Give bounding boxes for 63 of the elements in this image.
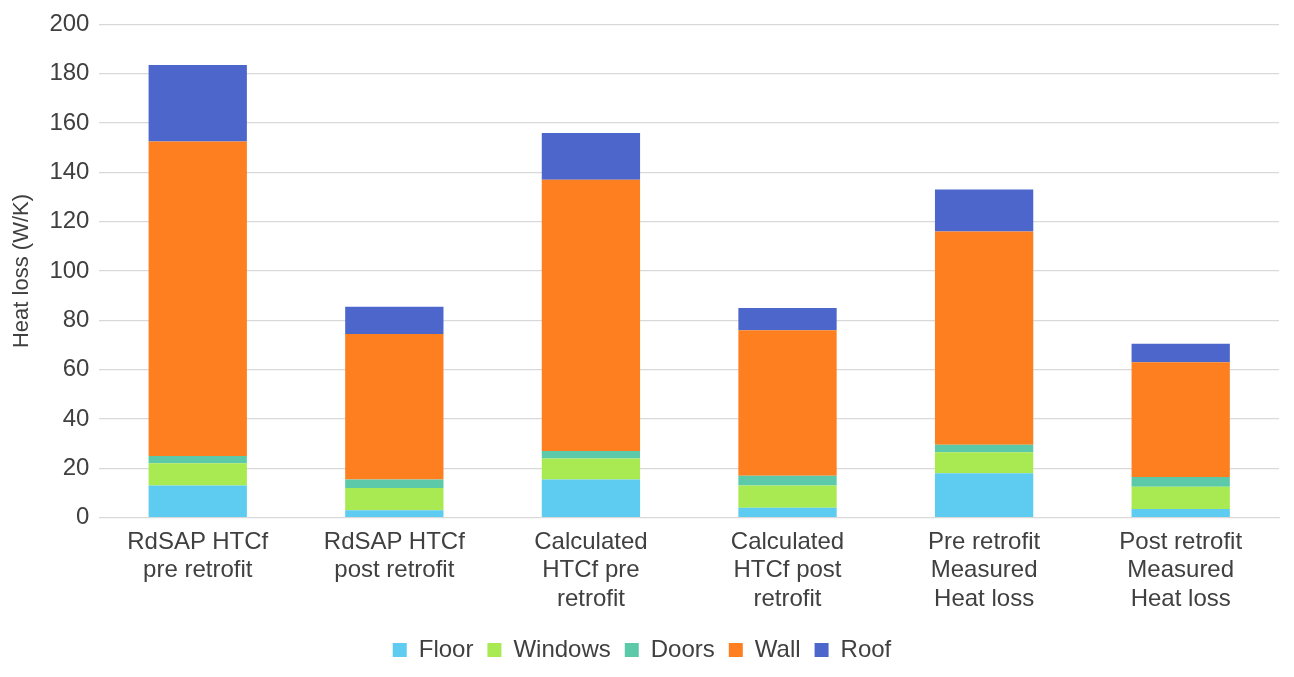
bar <box>738 507 837 517</box>
bar <box>345 479 444 489</box>
bar <box>148 455 247 464</box>
y-tick-label: 200 <box>49 9 90 37</box>
y-tick-label: 60 <box>62 354 90 382</box>
category-label: Pre retrofit <box>928 526 1041 554</box>
y-tick-label: 0 <box>76 502 90 530</box>
y-tick-label: 160 <box>49 107 90 135</box>
category-label: HTCf post <box>733 555 842 583</box>
category-label: retrofit <box>556 584 625 612</box>
bar <box>541 479 641 517</box>
bar <box>934 444 1034 453</box>
category-label: Post retrofit <box>1119 526 1243 554</box>
bar <box>541 132 641 180</box>
bar <box>934 231 1034 445</box>
category-label: HTCf pre <box>542 555 640 583</box>
bar <box>148 485 247 517</box>
category-label: retrofit <box>753 584 822 612</box>
bar <box>148 141 247 456</box>
category-label: RdSAP HTCf <box>127 526 269 554</box>
bar <box>1131 343 1230 363</box>
bar <box>1131 362 1230 477</box>
bar <box>738 485 837 508</box>
bar <box>345 510 444 517</box>
category-label: Measured <box>930 555 1038 583</box>
category-label: post retrofit <box>334 555 455 583</box>
bar <box>541 451 641 459</box>
y-tick-label: 140 <box>49 156 90 184</box>
bar <box>1131 486 1230 509</box>
bar <box>345 306 444 334</box>
y-tick-label: 100 <box>49 255 90 283</box>
bar <box>541 458 641 480</box>
y-tick-label: 120 <box>49 206 90 234</box>
bar <box>1131 508 1230 517</box>
bar <box>1131 476 1230 487</box>
bar <box>148 65 247 142</box>
bar <box>934 452 1034 474</box>
y-tick-label: 20 <box>62 452 90 480</box>
bar <box>345 488 444 511</box>
category-label: Heat loss <box>934 584 1035 612</box>
bar <box>345 333 444 480</box>
legend-label: Wall <box>754 634 801 662</box>
category-label: Measured <box>1127 555 1235 583</box>
legend-label: Doors <box>650 634 715 662</box>
legend-label: Roof <box>840 634 892 662</box>
y-tick-label: 180 <box>49 58 90 86</box>
y-axis-title: Heat loss (W/K) <box>8 193 34 349</box>
category-label: RdSAP HTCf <box>323 526 465 554</box>
bar <box>738 475 837 486</box>
y-tick-label: 80 <box>62 304 90 332</box>
legend-label: Windows <box>513 634 611 662</box>
bar <box>738 330 837 476</box>
y-tick-label: 40 <box>62 403 90 431</box>
bar <box>738 307 837 331</box>
bar <box>934 189 1034 232</box>
category-label: Calculated <box>730 526 845 554</box>
legend-label: Floor <box>418 634 474 662</box>
category-label: Calculated <box>534 526 648 554</box>
category-label: pre retrofit <box>143 555 253 583</box>
category-label: Heat loss <box>1130 584 1231 612</box>
bar <box>541 179 641 452</box>
bar <box>148 463 247 486</box>
bar <box>934 473 1034 517</box>
